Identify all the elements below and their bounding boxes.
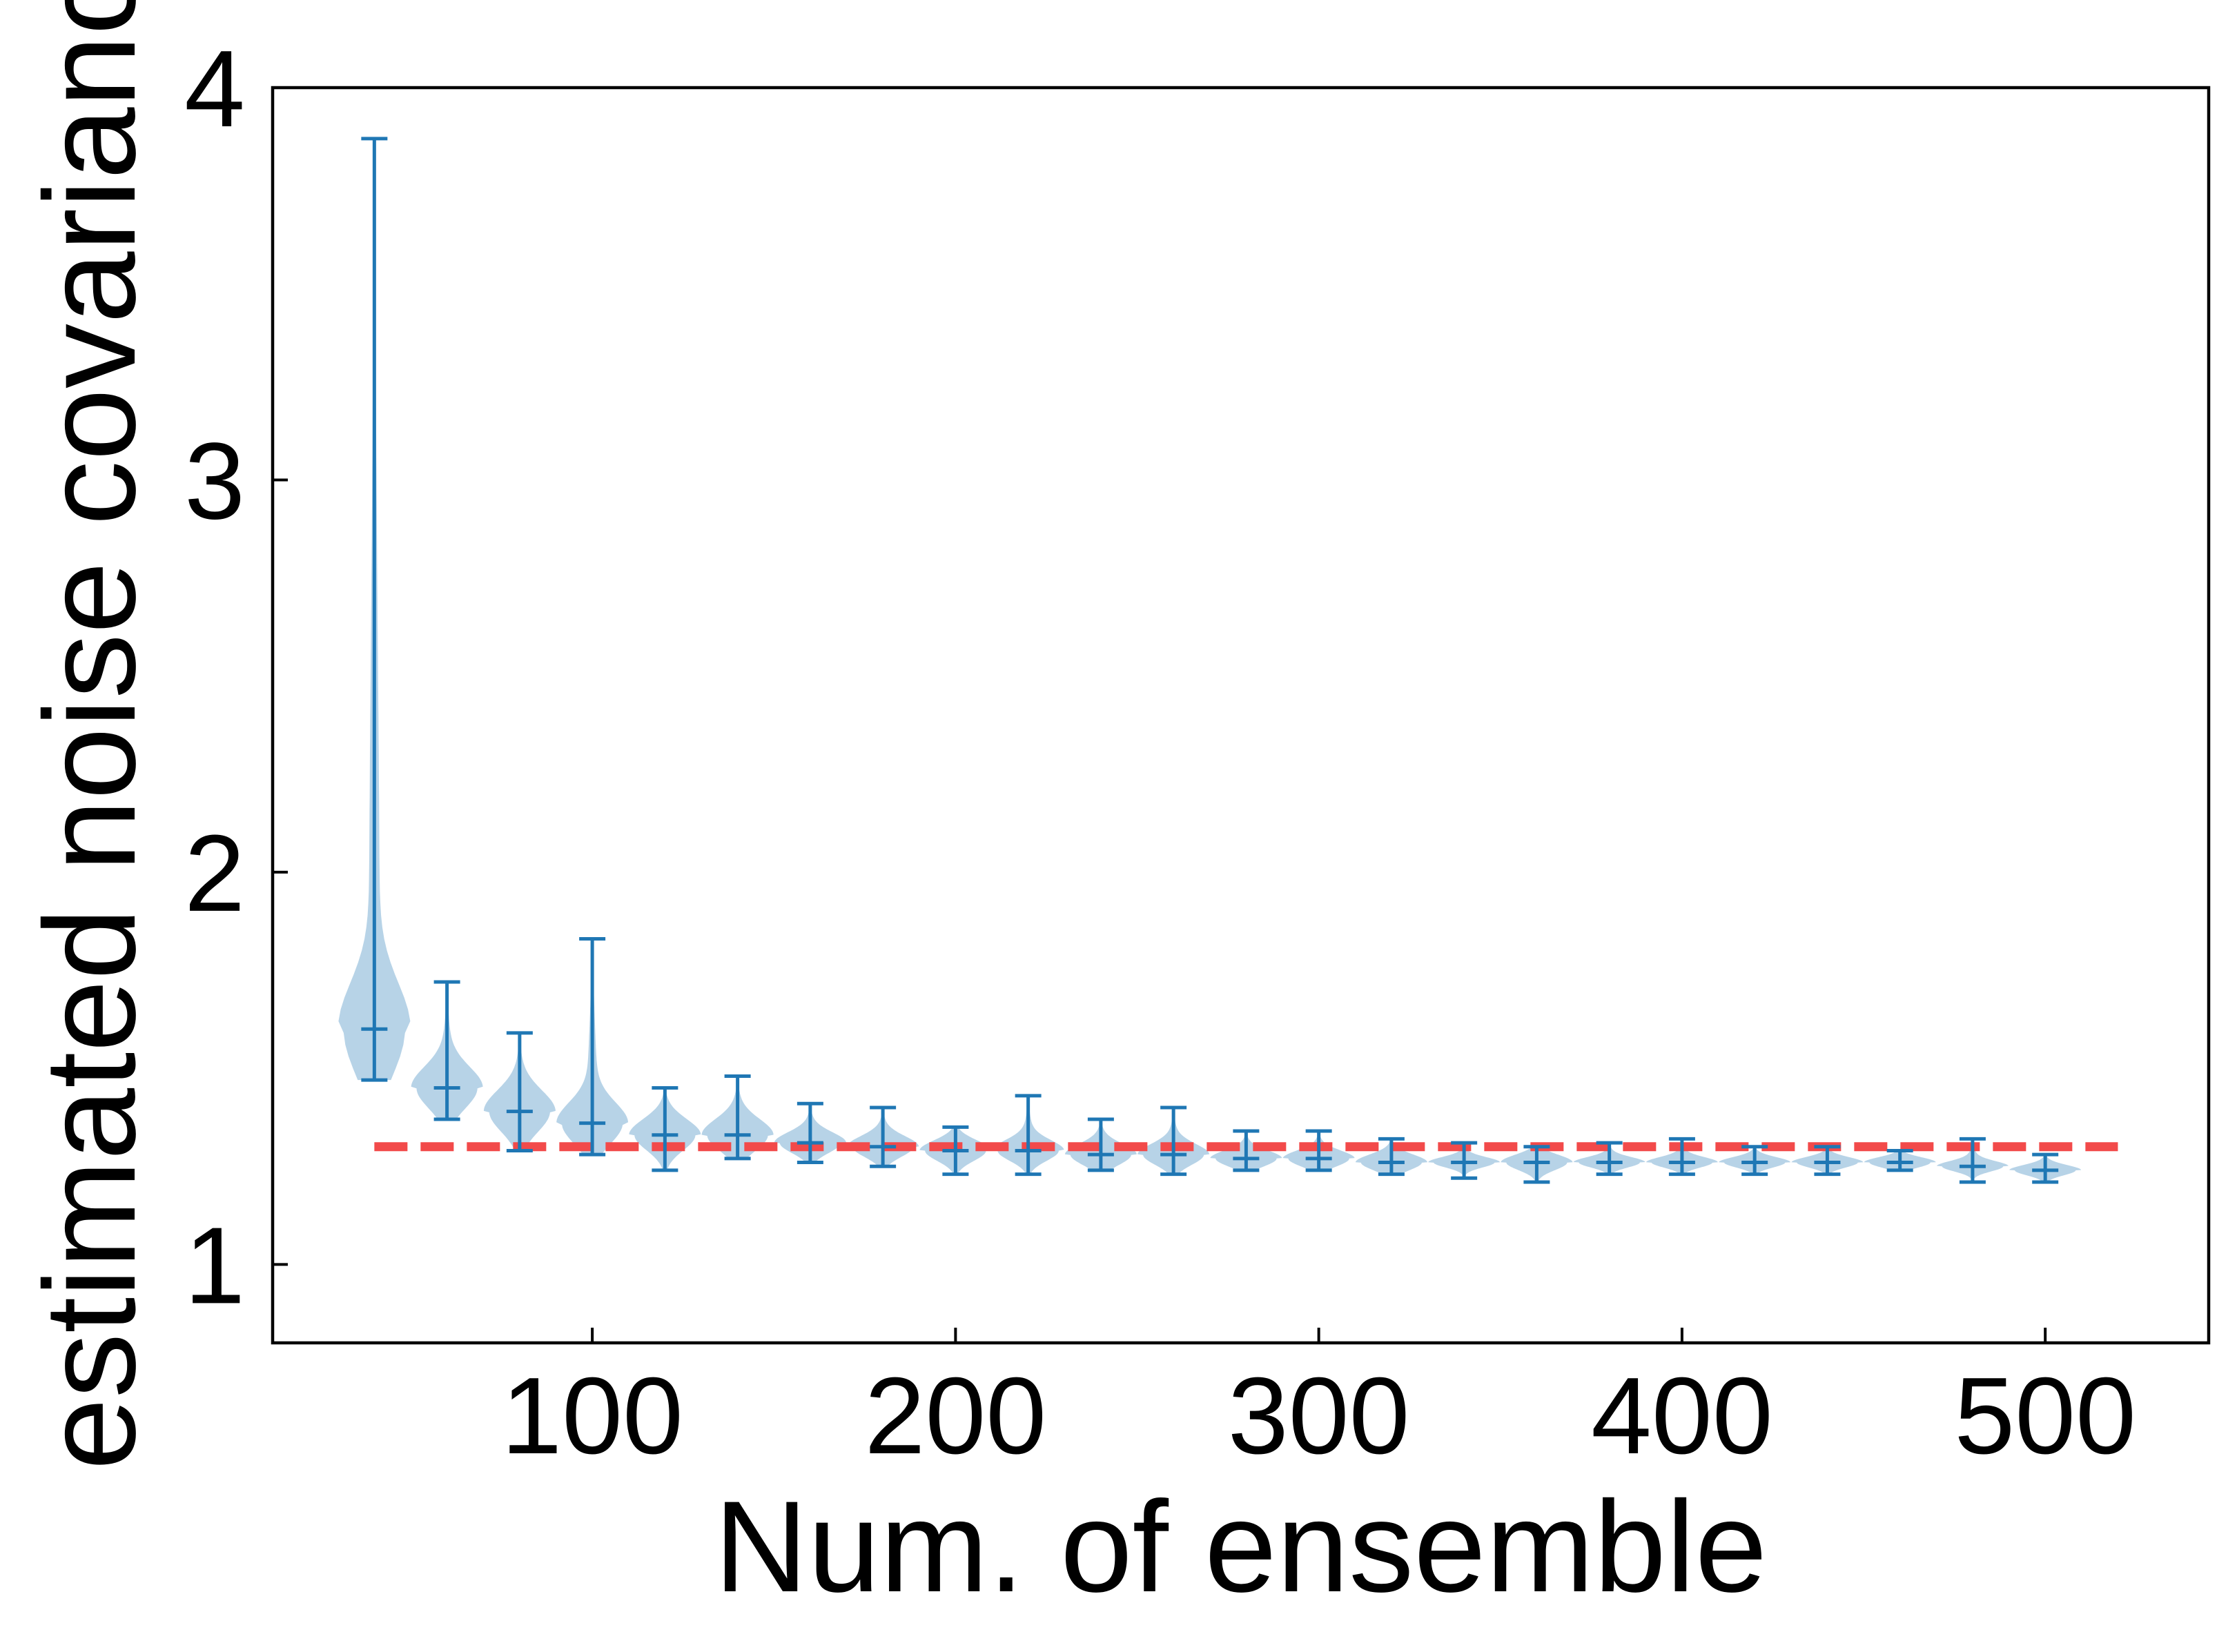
y-tick-label: 3: [184, 420, 245, 542]
x-tick-label: 100: [501, 1355, 683, 1477]
x-axis-label: Num. of ensemble: [714, 1474, 1768, 1619]
x-axis-ticks: 100 200 300 400 500: [501, 1328, 2136, 1477]
whiskers-layer: [361, 137, 2059, 1184]
x-tick-label: 400: [1591, 1355, 1773, 1477]
x-tick-label: 200: [865, 1355, 1047, 1477]
x-tick-label: 300: [1228, 1355, 1410, 1477]
y-tick-label: 2: [184, 813, 245, 934]
y-tick-label: 1: [184, 1205, 245, 1326]
y-axis-label: estimated noise covariance: [17, 0, 162, 1471]
y-tick-label: 4: [184, 28, 245, 150]
plot-frame: [271, 86, 2211, 1345]
y-axis-ticks: 1 2 3 4: [184, 28, 288, 1326]
x-tick-label: 500: [1954, 1355, 2136, 1477]
